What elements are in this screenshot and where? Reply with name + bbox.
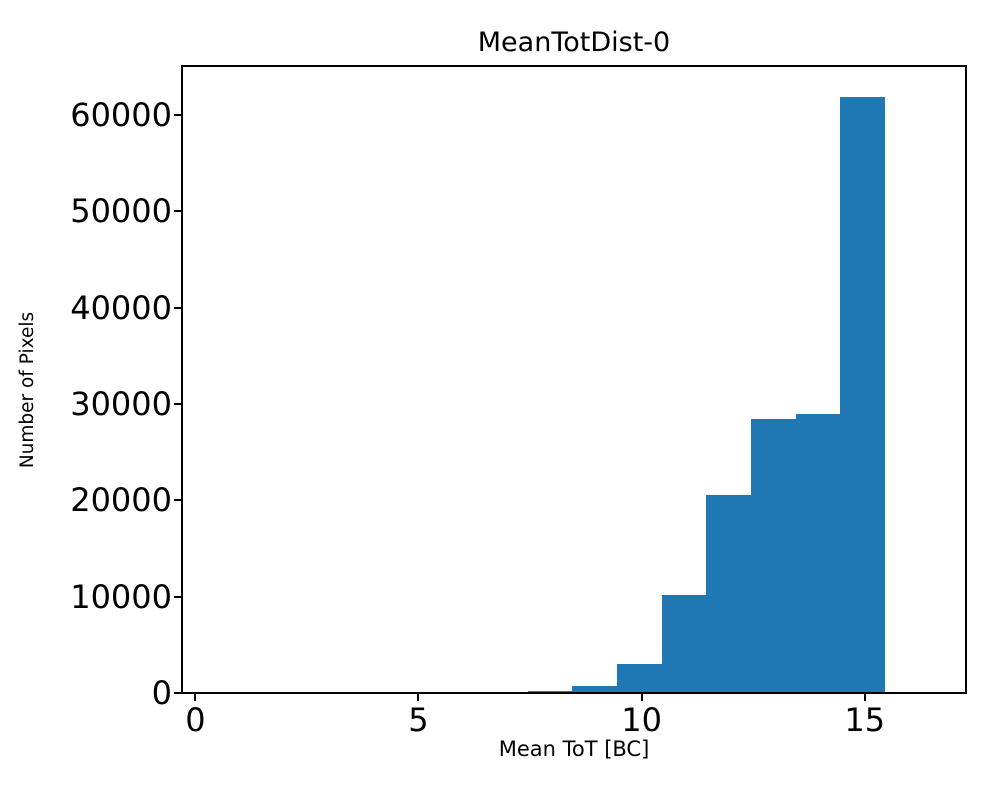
histogram-bar xyxy=(706,494,751,693)
y-tick-label: 50000 xyxy=(70,192,172,231)
histogram-bar xyxy=(661,594,707,693)
histogram-bar xyxy=(795,413,841,693)
y-tick-mark xyxy=(174,114,182,117)
y-tick-label: 10000 xyxy=(70,577,172,616)
histogram-bar xyxy=(750,419,796,693)
y-tick-label: 30000 xyxy=(70,385,172,424)
x-tick-mark xyxy=(194,693,197,701)
x-tick-mark xyxy=(863,693,866,701)
y-tick-label: 0 xyxy=(151,674,172,712)
x-tick-label: 0 xyxy=(185,701,206,739)
x-tick-label: 10 xyxy=(621,701,662,739)
y-tick-label: 60000 xyxy=(70,96,172,135)
y-tick-mark xyxy=(174,210,182,213)
x-tick-label: 5 xyxy=(408,701,429,739)
x-tick-label: 15 xyxy=(844,701,886,739)
histogram-bar xyxy=(527,691,573,693)
y-axis-label: Number of Pixels xyxy=(16,311,38,469)
x-tick-mark xyxy=(640,693,643,701)
histogram-bar xyxy=(840,96,885,693)
y-tick-mark xyxy=(174,499,182,502)
histogram-bars-layer xyxy=(182,66,966,693)
y-tick-mark xyxy=(174,692,182,694)
histogram-bar xyxy=(617,664,662,693)
y-tick-label: 20000 xyxy=(70,481,172,520)
x-tick-mark xyxy=(417,693,420,701)
y-tick-label: 40000 xyxy=(70,288,172,327)
y-tick-mark xyxy=(174,403,182,406)
x-axis-label: Mean ToT [BC] xyxy=(498,737,650,761)
y-tick-mark xyxy=(174,595,182,598)
histogram-bar xyxy=(572,686,618,693)
chart-title: MeanTotDist-0 xyxy=(477,27,671,58)
y-tick-mark xyxy=(174,306,182,309)
